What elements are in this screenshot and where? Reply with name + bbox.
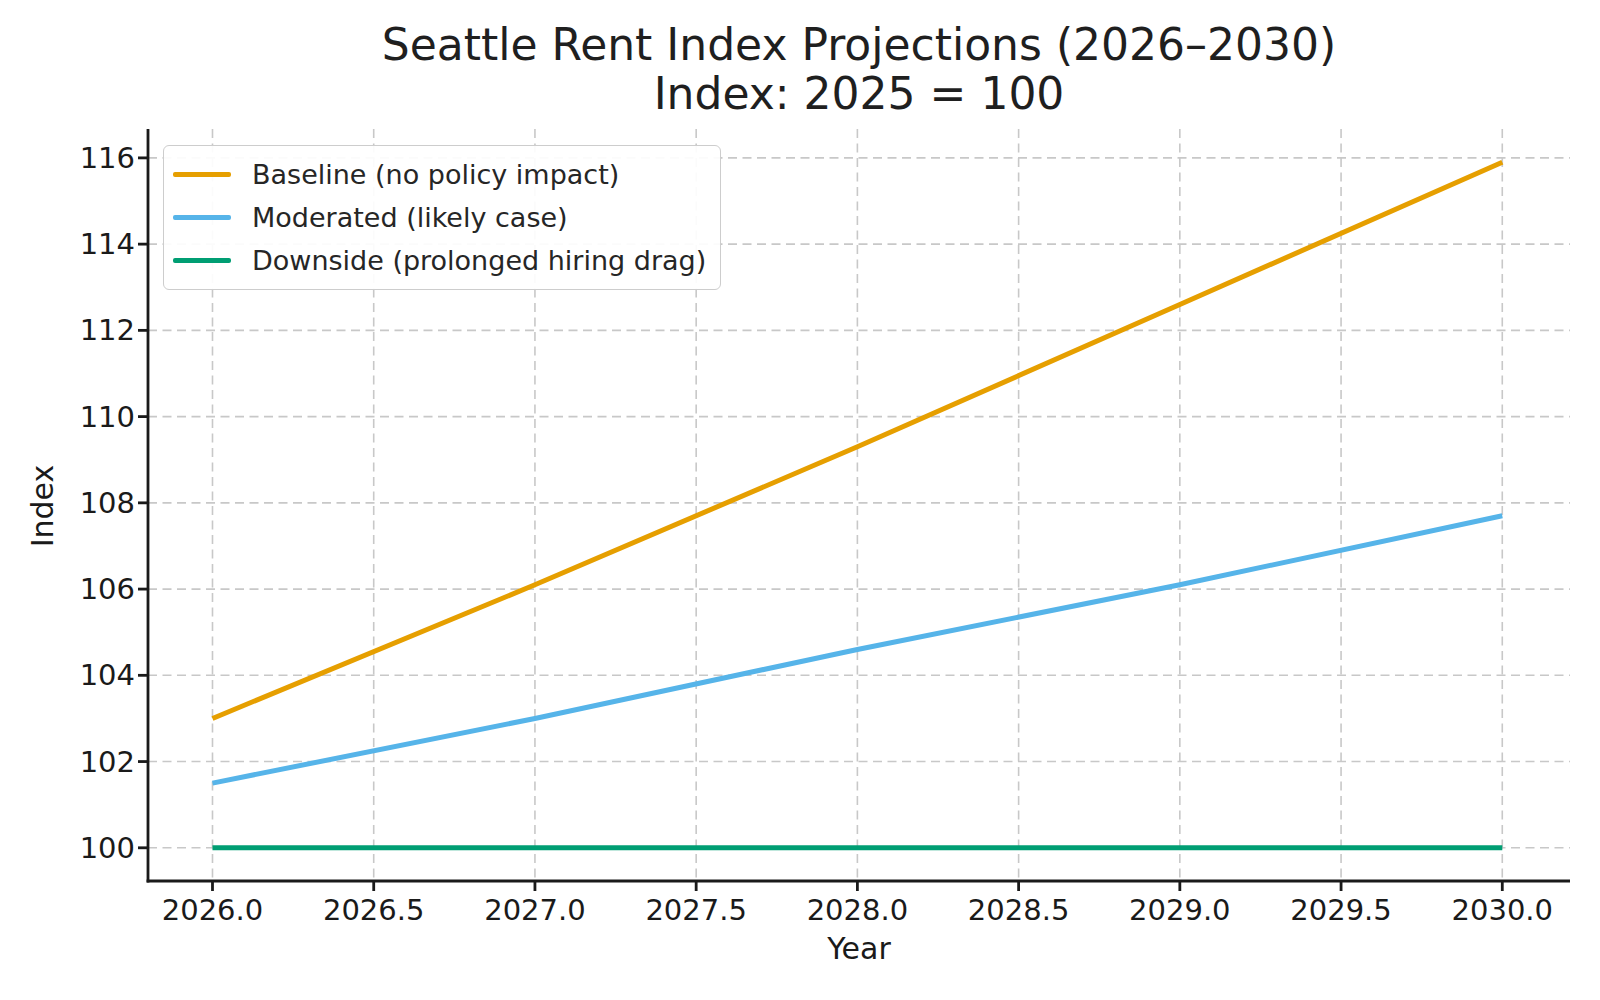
x-tick-label: 2026.5	[323, 893, 424, 927]
y-tick-label: 114	[0, 227, 135, 261]
y-tick-label: 108	[0, 486, 135, 520]
y-tick-label: 116	[0, 141, 135, 175]
x-tick-label: 2029.5	[1290, 893, 1391, 927]
y-tick-label: 112	[0, 313, 135, 347]
legend-line-swatch-moderated	[173, 215, 231, 220]
y-tick-label: 102	[0, 745, 135, 779]
legend-line-swatch-baseline	[173, 172, 231, 177]
legend: Baseline (no policy impact) Moderated (l…	[163, 145, 721, 290]
y-tick-label: 110	[0, 400, 135, 434]
y-tick-label: 106	[0, 572, 135, 606]
x-tick-label: 2030.0	[1452, 893, 1553, 927]
legend-line-swatch-downside	[173, 258, 231, 263]
legend-item-moderated: Moderated (likely case)	[173, 196, 706, 239]
legend-item-baseline: Baseline (no policy impact)	[173, 153, 706, 196]
y-tick-label: 100	[0, 831, 135, 865]
x-tick-label: 2028.0	[807, 893, 908, 927]
x-tick-label: 2026.0	[162, 893, 263, 927]
y-axis-label: Index	[25, 431, 61, 581]
legend-item-downside: Downside (prolonged hiring drag)	[173, 239, 706, 282]
chart-figure: Seattle Rent Index Projections (2026–203…	[0, 0, 1600, 1000]
x-tick-label: 2028.5	[968, 893, 1069, 927]
x-axis-label: Year	[148, 931, 1570, 966]
legend-label-baseline: Baseline (no policy impact)	[252, 159, 619, 190]
x-tick-label: 2027.0	[484, 893, 585, 927]
x-tick-label: 2027.5	[645, 893, 746, 927]
y-tick-label: 104	[0, 658, 135, 692]
legend-label-moderated: Moderated (likely case)	[252, 202, 568, 233]
x-tick-label: 2029.0	[1129, 893, 1230, 927]
legend-label-downside: Downside (prolonged hiring drag)	[252, 245, 706, 276]
